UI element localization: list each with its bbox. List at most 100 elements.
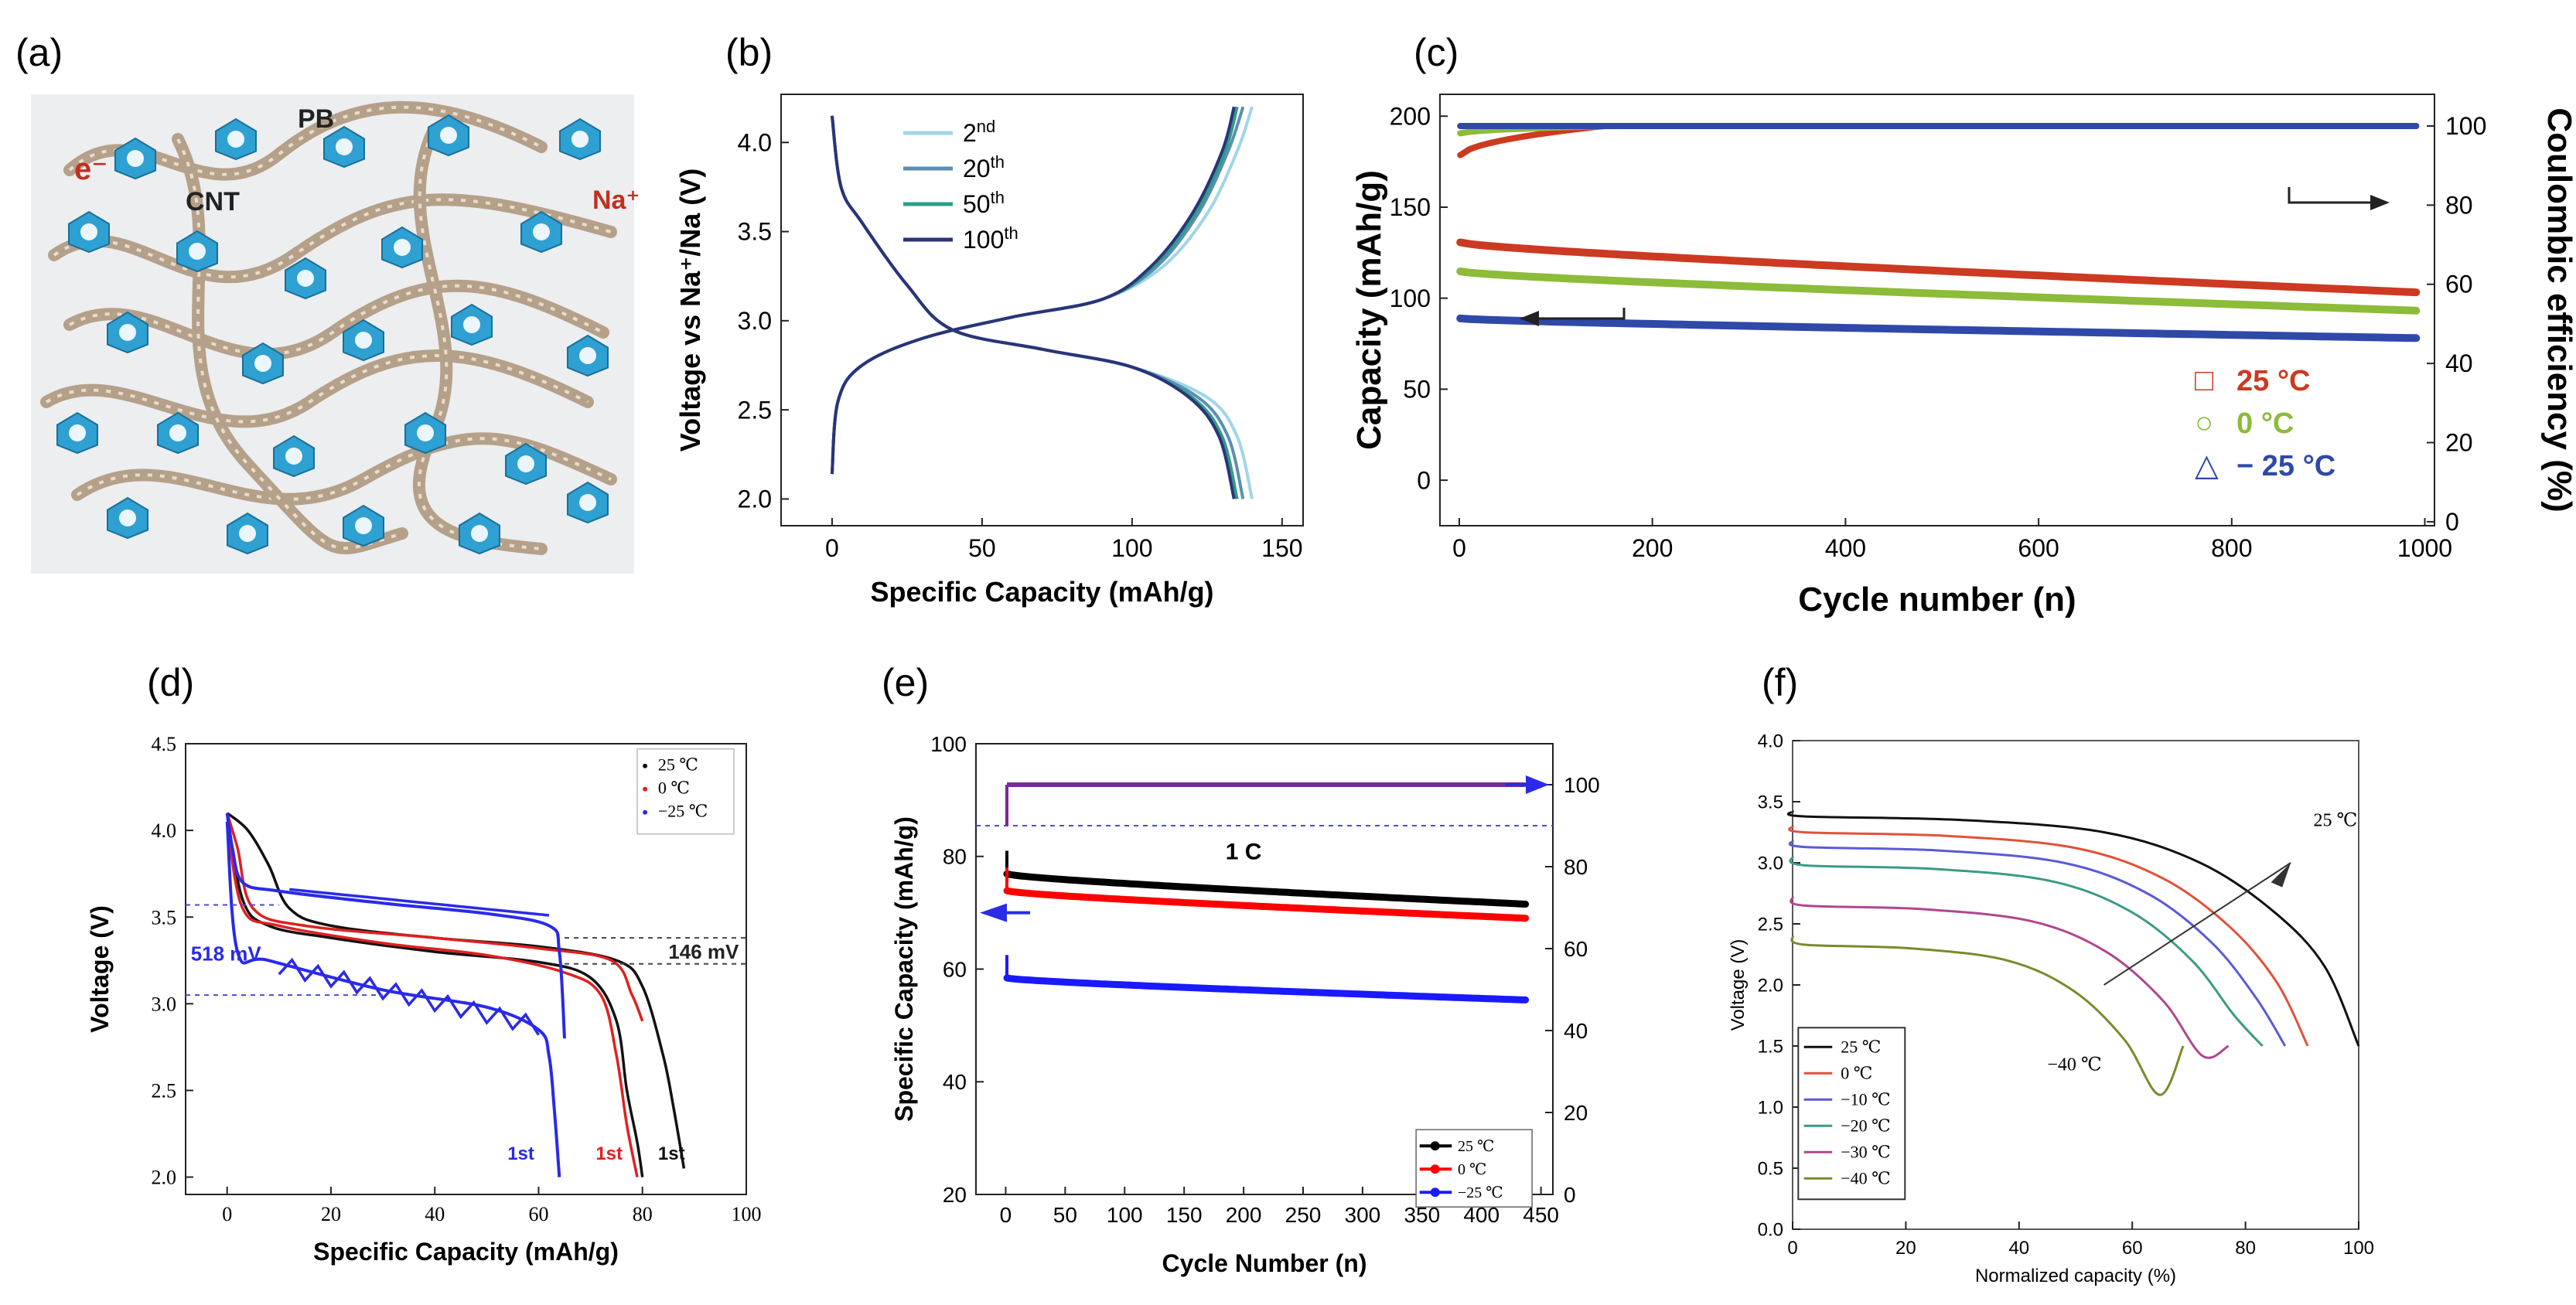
d-first-zero: 1st: [595, 1143, 623, 1164]
e-ytick-label-4: 100: [930, 732, 967, 756]
d-ytick-label-2: 3.0: [152, 993, 177, 1015]
panel-label-f: (f): [1762, 661, 1798, 704]
e-ytick-label-3: 80: [943, 845, 967, 869]
panel-label-e: (e): [882, 661, 929, 704]
f-trend-arrow: [2103, 862, 2291, 986]
panel-label-a: (a): [15, 31, 63, 74]
c-xtick-label-1: 200: [1632, 534, 1673, 562]
c-efficiency-series-0: [1457, 123, 2420, 158]
c-y2label: Coulombic efficiency (%): [2540, 107, 2576, 512]
pb-glow-17: [285, 448, 302, 465]
b-ylabel: Voltage vs Na⁺/Na (V): [674, 169, 706, 451]
pb-glow-16: [169, 424, 186, 441]
d-ytick-label-5: 4.5: [152, 733, 177, 755]
f-legend-label-4: −30 ℃: [1841, 1142, 1891, 1161]
label-cnt: CNT: [186, 187, 240, 216]
e-xtick-label-5: 250: [1285, 1203, 1322, 1227]
d-series-0: [226, 812, 686, 1169]
f-ytick-label-3: 1.5: [1758, 1036, 1783, 1057]
c-xtick-label-4: 800: [2211, 534, 2252, 562]
cnt-tube-shine-5: [176, 138, 403, 550]
b-series-discharge-2: [830, 115, 1239, 499]
b-series-charge-2: [830, 106, 1239, 475]
e-legend-marker-1: [1430, 1164, 1440, 1174]
e-legend-marker-0: [1430, 1141, 1440, 1151]
c-xlabel: Cycle number (n): [1798, 581, 2076, 618]
e-annotation: 1 C: [1226, 839, 1262, 864]
c-capacity-series-1: [1456, 267, 2421, 315]
b-frame: [780, 94, 1304, 526]
pb-glow-11: [254, 355, 271, 372]
d-xtick-label-0: 0: [222, 1203, 232, 1225]
e-y2tick-label-5: 100: [1564, 773, 1600, 797]
f-xtick-label-4: 80: [2235, 1238, 2256, 1259]
c-ytick-label-2: 100: [1390, 285, 1431, 312]
f-legend-label-3: −20 ℃: [1841, 1116, 1891, 1135]
b-xtick-label-1: 50: [968, 534, 996, 562]
f-ytick-label-1: 0.5: [1758, 1158, 1783, 1179]
c-legend-label-2: − 25 °C: [2237, 450, 2335, 482]
d-ytick-label-3: 3.5: [152, 906, 177, 928]
e-xtick-label-1: 50: [1053, 1203, 1077, 1227]
e-legend-label-2: −25 ℃: [1458, 1184, 1503, 1201]
d-ytick-label-1: 2.5: [152, 1080, 177, 1102]
f-series-5: [1790, 935, 2185, 1096]
e-xtick-label-4: 200: [1226, 1203, 1262, 1227]
pb-glow-24: [579, 494, 596, 511]
b-series-charge-0: [830, 106, 1254, 475]
d-xtick-label-1: 20: [321, 1203, 341, 1225]
f-ytick-label-8: 4.0: [1758, 731, 1783, 751]
b-series-discharge-1: [830, 115, 1245, 499]
d-xtick-label-2: 40: [425, 1203, 445, 1225]
pb-glow-13: [463, 316, 480, 333]
f-series-3: [1789, 855, 2264, 1048]
c-y2tick-label-4: 80: [2445, 191, 2473, 219]
e-legend-label-1: 0 ℃: [1458, 1161, 1486, 1178]
e-arrow-left: [980, 903, 1007, 922]
f-legend-label-2: −10 ℃: [1841, 1089, 1891, 1109]
c-xtick-label-2: 400: [1825, 534, 1866, 562]
c-ytick-label-3: 150: [1390, 193, 1431, 221]
e-capacity-series-2: [1003, 974, 1530, 1003]
cnt-tube-shine-1: [53, 198, 612, 279]
chart-c-cycling: 0 200 400 600 800 100005010015020002040608010…: [1350, 94, 2576, 618]
d-legend-marker-1: [643, 786, 648, 792]
f-legend-label-0: 25 ℃: [1841, 1037, 1881, 1056]
e-xlabel: Cycle Number (n): [1162, 1249, 1367, 1277]
c-legend-label-1: 0 °C: [2237, 407, 2294, 440]
e-y2tick-label-2: 40: [1564, 1019, 1588, 1043]
panel-label-d: (d): [147, 661, 194, 704]
f-annotation-hot: 25 ℃: [2313, 811, 2357, 831]
chart-f-temperature: 0 20 40 60 80 100 0.0 0.5 1.0 1.5 2.0 2.5 3.0 3.5 4.0 N…: [1728, 731, 2374, 1286]
d-legend-marker-0: [643, 763, 648, 768]
d-legend-label-0: 25 ℃: [658, 755, 698, 775]
d-ytick-label-0: 2.0: [152, 1167, 177, 1189]
f-ytick-label-6: 3.0: [1758, 853, 1783, 874]
d-ytick-label-4: 4.0: [152, 819, 177, 842]
e-ylabel: Specific Capacity (mAh/g): [890, 816, 918, 1122]
panel-label-b: (b): [725, 31, 773, 74]
c-y2tick-label-5: 100: [2445, 112, 2486, 140]
c-ylabel: Capacity (mAh/g): [1350, 170, 1388, 450]
pb-glow-4: [571, 131, 589, 148]
e-capacity-series-1: [1003, 887, 1530, 922]
e-xtick-label-6: 300: [1345, 1203, 1381, 1227]
c-xtick-label-3: 600: [2018, 534, 2059, 562]
f-annotation-cold: −40 ℃: [2047, 1055, 2101, 1075]
d-ylabel: Voltage (V): [86, 905, 114, 1033]
pb-glow-6: [189, 243, 206, 260]
c-xtick-label-5: 1000: [2397, 534, 2452, 562]
b-ytick-label-1: 2.5: [738, 396, 772, 424]
f-series-2: [1788, 840, 2287, 1047]
c-capacity-series-2: [1456, 314, 2421, 342]
b-xlabel: Specific Capacity (mAh/g): [870, 576, 1213, 608]
pb-glow-5: [80, 223, 97, 240]
b-ytick-label-0: 2.0: [738, 486, 772, 513]
e-xtick-label-2: 100: [1107, 1203, 1143, 1227]
d-series-3: [225, 821, 639, 1177]
e-y2tick-label-1: 20: [1564, 1101, 1588, 1125]
f-ylabel: Voltage (V): [1728, 939, 1749, 1031]
e-xtick-label-3: 150: [1166, 1203, 1203, 1227]
b-series-charge-1: [830, 106, 1245, 475]
